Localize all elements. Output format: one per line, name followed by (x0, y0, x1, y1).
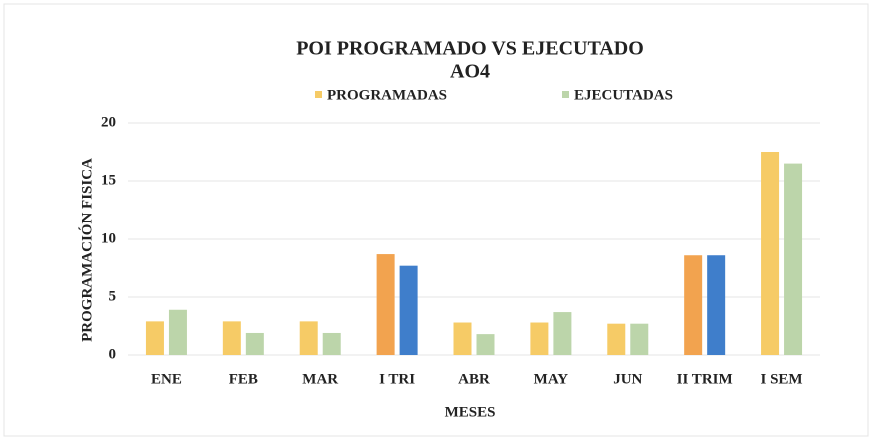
x-tick-label: FEB (229, 371, 258, 387)
bar (245, 332, 264, 355)
bar (376, 254, 395, 355)
x-tick-label: MAY (534, 371, 569, 387)
bar (553, 312, 572, 355)
bar (707, 255, 726, 355)
y-tick-label: 5 (109, 288, 117, 304)
x-tick-label: I TRI (379, 371, 415, 387)
bar (453, 322, 472, 355)
bar (630, 323, 649, 355)
y-tick-label: 10 (101, 230, 116, 246)
chart-frame (3, 3, 869, 437)
legend-swatch (562, 91, 569, 98)
legend-label: PROGRAMADAS (327, 87, 447, 103)
chart-title: POI PROGRAMADO VS EJECUTADO (296, 38, 644, 60)
x-tick-label: II TRIM (677, 371, 733, 387)
x-tick-label: JUN (613, 371, 642, 387)
bar (607, 323, 626, 355)
x-tick-label: I SEM (761, 371, 803, 387)
bar (476, 334, 495, 355)
bar (222, 321, 241, 355)
chart-subtitle: AO4 (450, 61, 490, 83)
x-tick-label: ENE (151, 371, 182, 387)
x-axis-label: MESES (445, 404, 496, 420)
bar (784, 163, 803, 355)
y-tick-label: 15 (101, 172, 116, 188)
bar (761, 152, 780, 355)
y-tick-label: 20 (101, 114, 116, 130)
x-tick-label: ABR (458, 371, 490, 387)
bar (530, 322, 549, 355)
bar (322, 332, 341, 355)
legend-label: EJECUTADAS (574, 87, 673, 103)
bar (299, 321, 318, 355)
bar (684, 255, 703, 355)
y-axis-label: PROGRAMACIÓN FISICA (78, 158, 95, 342)
bar (168, 309, 187, 355)
x-tick-label: MAR (302, 371, 338, 387)
y-tick-label: 0 (109, 346, 117, 362)
legend-swatch (315, 91, 322, 98)
bar (399, 265, 418, 355)
bar (145, 321, 164, 355)
